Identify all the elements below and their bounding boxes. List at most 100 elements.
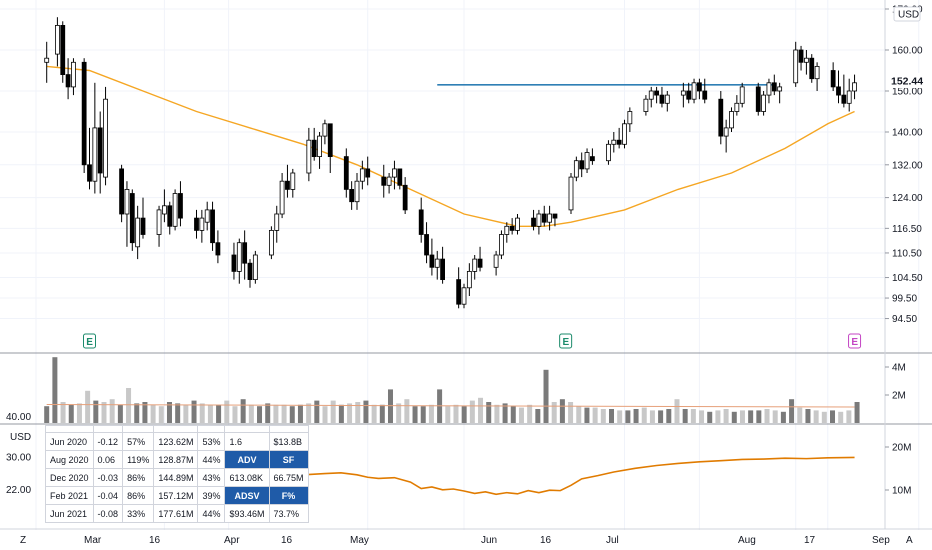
volume-bar [306, 403, 312, 423]
volume-bar [330, 400, 336, 423]
volume-bar [502, 403, 508, 423]
candle-up [761, 94, 766, 112]
candle-down [129, 193, 135, 244]
candle [392, 160, 397, 190]
volume-bar [150, 404, 156, 423]
candle [167, 201, 173, 235]
table-cell: 86% [122, 468, 155, 487]
candle-down [81, 61, 87, 166]
candle-up [504, 225, 510, 235]
candle [349, 181, 355, 210]
volume-bar [748, 410, 754, 423]
candle [766, 78, 772, 104]
candle [504, 222, 510, 243]
candle [627, 107, 633, 132]
candle-down [365, 168, 371, 178]
candle-down [285, 180, 290, 190]
price-tick-label: 140.00 [892, 128, 923, 139]
candle [354, 173, 360, 210]
candle-up [124, 188, 130, 215]
candle [92, 82, 98, 194]
candle [702, 78, 708, 104]
candle-down [65, 74, 71, 88]
table-cell: 43% [197, 468, 226, 487]
candle-up [691, 82, 697, 100]
volume-bar [166, 402, 172, 423]
table-cell: Jun 2021 [45, 504, 94, 523]
candle-down [686, 90, 692, 100]
candle-down [349, 188, 355, 203]
price-tick-label: 94.50 [892, 314, 917, 325]
price-tick-label: 150.00 [892, 87, 923, 98]
table-cell: ADV [224, 450, 270, 469]
candle [606, 140, 611, 165]
volume-bar [568, 402, 574, 423]
volume-bar [175, 403, 181, 423]
candle-up [777, 86, 783, 92]
candle-down [654, 90, 659, 96]
currency-label: USD [893, 6, 921, 22]
table-header-cell [268, 425, 309, 433]
candle [97, 111, 103, 194]
table-header-cell [153, 425, 199, 433]
candle-down [327, 123, 333, 158]
volume-bar [666, 409, 672, 423]
candle [659, 86, 665, 108]
volume-bar [625, 410, 631, 423]
candle [44, 41, 50, 83]
candle-up [466, 270, 472, 289]
candle [456, 267, 462, 309]
candle-down [531, 217, 536, 227]
candle-up [386, 176, 392, 186]
volume-bar [461, 406, 467, 423]
candle [718, 91, 724, 145]
candle [579, 152, 585, 178]
volume-bar [52, 357, 58, 423]
candle-up [290, 172, 296, 190]
volume-bar [682, 409, 688, 423]
table-cell: 44% [197, 504, 226, 523]
table-row: Jun 2021 -0.08 33% 177.61M 44% $93.46M 73.7% [45, 504, 309, 523]
candle [729, 107, 734, 132]
candle [60, 21, 66, 83]
volume-bar [93, 400, 99, 423]
table-cell: $13.8B [268, 432, 309, 451]
volume-bar [85, 390, 91, 423]
earnings-icon: E [559, 333, 573, 349]
candle-down [809, 57, 815, 80]
candle [836, 70, 841, 104]
candle [440, 246, 446, 284]
table-cell: 177.61M [153, 504, 199, 523]
candle [172, 189, 178, 231]
volume-bar [649, 410, 655, 423]
table-cell: 57% [122, 432, 155, 451]
candle-up [306, 139, 312, 174]
volume-bar [707, 411, 713, 423]
candle [643, 95, 649, 116]
candle [386, 173, 392, 194]
candle-up [252, 254, 258, 281]
candle-down [60, 24, 66, 76]
candle-down [541, 213, 547, 223]
candle-down [215, 242, 221, 256]
candle [424, 222, 429, 264]
candle [71, 58, 76, 96]
volume-bar [731, 411, 737, 423]
candle-down [97, 127, 103, 174]
price-tick-label: 124.00 [892, 193, 923, 204]
candle-up [573, 160, 579, 178]
table-cell: 0.06 [92, 450, 124, 469]
candle-down [429, 254, 435, 268]
candle [103, 86, 108, 186]
candle [573, 156, 579, 182]
volume-bar [76, 403, 82, 423]
volume-bar [535, 409, 541, 423]
candle [654, 86, 659, 104]
volume-bar [68, 404, 74, 423]
candle [793, 41, 799, 87]
table-cell: 33% [122, 504, 155, 523]
candle-up [648, 90, 654, 100]
price-tick-label: 104.50 [892, 273, 923, 284]
